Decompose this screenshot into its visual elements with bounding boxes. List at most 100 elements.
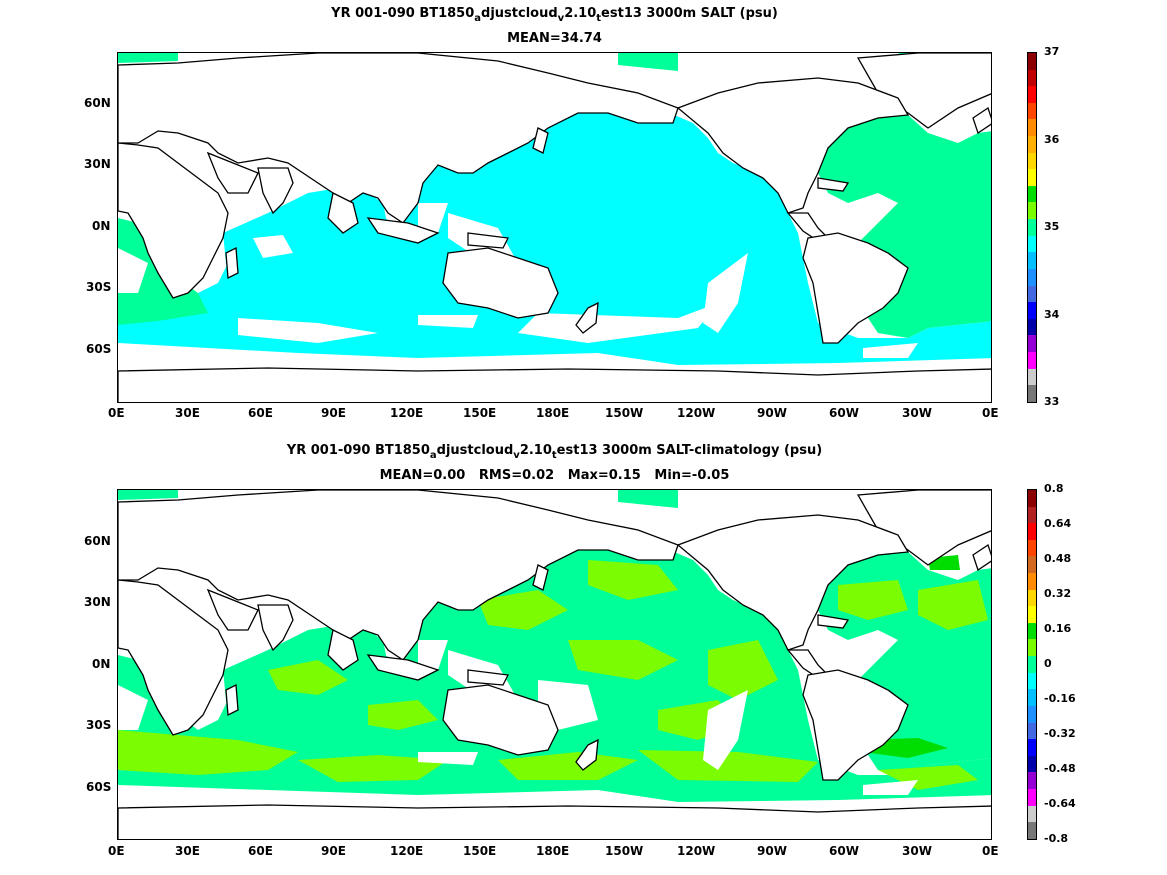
lon-label: 180E bbox=[536, 844, 570, 858]
colorbar-segment bbox=[1028, 102, 1036, 120]
lat-label: 0N bbox=[92, 219, 111, 233]
colorbar-segment bbox=[1028, 119, 1036, 137]
lat-label: 60S bbox=[86, 342, 112, 356]
colorbar-segment bbox=[1028, 722, 1036, 740]
lon-label: 150E bbox=[463, 406, 497, 420]
lon-label: 90W bbox=[757, 844, 787, 858]
colorbar-segment bbox=[1028, 136, 1036, 153]
colorbar-segment bbox=[1028, 506, 1036, 524]
salt-map bbox=[117, 52, 992, 403]
colorbar-label: 35 bbox=[1044, 220, 1060, 233]
lon-label: 0E bbox=[108, 406, 125, 420]
colorbar-segment bbox=[1028, 285, 1036, 303]
colorbar-label: -0.32 bbox=[1044, 727, 1076, 740]
land-masses bbox=[118, 490, 991, 839]
colorbar-segment bbox=[1028, 556, 1036, 574]
colorbar-segment bbox=[1028, 672, 1036, 690]
lon-label: 0E bbox=[982, 844, 999, 858]
colorbar-segment bbox=[1028, 302, 1036, 319]
colorbar-segment bbox=[1028, 822, 1036, 839]
lat-label: 30N bbox=[84, 595, 111, 609]
lat-label: 60N bbox=[84, 534, 111, 548]
salt-diff-map bbox=[117, 489, 992, 840]
colorbar-segment bbox=[1028, 368, 1036, 386]
colorbar-label: 33 bbox=[1044, 395, 1060, 408]
india bbox=[257, 167, 294, 215]
colorbar-segment bbox=[1028, 755, 1036, 773]
lon-label: 120E bbox=[390, 406, 424, 420]
colorbar-segment bbox=[1028, 539, 1036, 557]
colorbar-segment bbox=[1028, 772, 1036, 789]
colorbar-label: 0.16 bbox=[1044, 622, 1072, 635]
colorbar-segment bbox=[1028, 335, 1036, 352]
lon-label: 90W bbox=[757, 406, 787, 420]
colorbar-label: 0.8 bbox=[1044, 482, 1064, 495]
arctic-patch bbox=[618, 53, 678, 71]
lon-label: 90E bbox=[321, 406, 346, 420]
colorbar bbox=[1027, 52, 1037, 403]
lon-label: 0E bbox=[108, 844, 125, 858]
colorbar-segment bbox=[1028, 235, 1036, 253]
colorbar-segment bbox=[1028, 805, 1036, 823]
colorbar-segment bbox=[1028, 689, 1036, 706]
colorbar-segment bbox=[1028, 739, 1036, 756]
salt-panel: YR 001-090 BT1850adjustcloudv2.10test13 … bbox=[0, 0, 1167, 437]
colorbar-segment bbox=[1028, 385, 1036, 402]
colorbar-segment bbox=[1028, 656, 1036, 673]
colorbar-segment bbox=[1028, 219, 1036, 236]
south-america bbox=[802, 232, 909, 344]
lat-label: 30S bbox=[86, 280, 112, 294]
colorbar-segment bbox=[1028, 69, 1036, 87]
colorbar-label: 0.48 bbox=[1044, 552, 1072, 565]
lat-label: 30N bbox=[84, 157, 111, 171]
colorbar-segment bbox=[1028, 268, 1036, 286]
pacific-indian-ocean bbox=[118, 98, 991, 371]
lon-label: 90E bbox=[321, 844, 346, 858]
lon-label: 60W bbox=[829, 844, 859, 858]
colorbar-segment bbox=[1028, 351, 1036, 369]
southeast-asia bbox=[327, 192, 359, 234]
colorbar-label: 36 bbox=[1044, 133, 1060, 146]
colorbar-label: -0.8 bbox=[1044, 832, 1069, 845]
colorbar-segment bbox=[1028, 573, 1036, 590]
caribbean bbox=[817, 177, 850, 192]
colorbar-segment bbox=[1028, 523, 1036, 540]
japan bbox=[532, 127, 549, 154]
colorbar-label: -0.64 bbox=[1044, 797, 1076, 810]
salt-map-svg bbox=[118, 53, 991, 402]
colorbar-segment bbox=[1028, 169, 1036, 186]
colorbar-segment bbox=[1028, 318, 1036, 336]
lon-label: 60E bbox=[248, 406, 273, 420]
north-america bbox=[676, 77, 910, 214]
salt-diff-map-svg bbox=[118, 490, 991, 839]
lat-label: 60N bbox=[84, 96, 111, 110]
colorbar-segment bbox=[1028, 53, 1036, 70]
lon-label: 120E bbox=[390, 844, 424, 858]
colorbar-segment bbox=[1028, 252, 1036, 269]
positive-anomaly bbox=[118, 560, 988, 790]
lon-label: 0E bbox=[982, 406, 999, 420]
lat-label: 30S bbox=[86, 718, 112, 732]
lon-label: 30E bbox=[175, 406, 200, 420]
colorbar-segment bbox=[1028, 86, 1036, 103]
panel-title: YR 001-090 BT1850adjustcloudv2.10test13 … bbox=[286, 443, 823, 461]
new-zealand bbox=[575, 301, 599, 334]
antarctica bbox=[118, 367, 991, 402]
lon-label: 120W bbox=[677, 406, 716, 420]
africa bbox=[118, 142, 229, 299]
colorbar-label: -0.48 bbox=[1044, 762, 1076, 775]
lat-label: 0N bbox=[92, 657, 111, 671]
lon-label: 150W bbox=[605, 406, 644, 420]
lon-label: 30W bbox=[902, 844, 932, 858]
australia bbox=[442, 247, 559, 319]
colorbar-label: 34 bbox=[1044, 308, 1060, 321]
lon-label: 60E bbox=[248, 844, 273, 858]
pacific-indian-ocean bbox=[118, 535, 991, 808]
colorbar-segment bbox=[1028, 202, 1036, 220]
arctic-patch-2 bbox=[118, 53, 178, 63]
colorbar-segment bbox=[1028, 639, 1036, 657]
lon-label: 180E bbox=[536, 406, 570, 420]
madagascar bbox=[225, 246, 239, 280]
colorbar-label: 0 bbox=[1044, 657, 1052, 670]
panel-subtitle: MEAN=34.74 bbox=[507, 31, 602, 46]
